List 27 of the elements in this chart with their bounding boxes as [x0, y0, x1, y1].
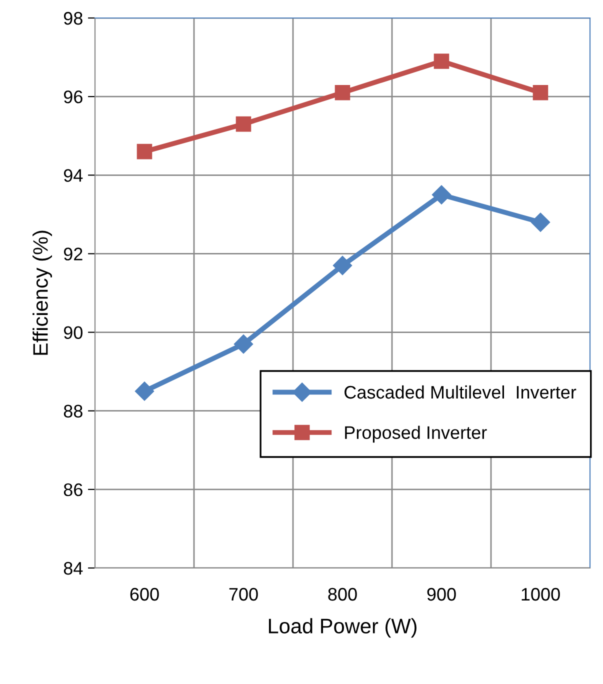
y-tick-label: 96 [64, 90, 82, 104]
y-tick-label: 94 [64, 169, 83, 182]
y-tick-label: 88 [64, 404, 82, 418]
y-axis-title: Efficiency (%) [32, 230, 52, 355]
x-tick-label: 800 [328, 588, 357, 601]
x-tick-label: 900 [427, 588, 456, 601]
x-tick-label: 600 [130, 588, 159, 601]
y-tick-label: 86 [64, 483, 82, 496]
point [236, 116, 252, 132]
point [434, 54, 450, 69]
y-tick-label: 84 [64, 562, 83, 575]
point [134, 382, 154, 401]
point [234, 334, 254, 354]
legend-label: Cascaded Multilevel Inverter [344, 385, 576, 399]
y-tick-label: 92 [64, 248, 82, 260]
point [532, 85, 548, 100]
point [332, 256, 352, 276]
x-axis-title: Load Power (W) [268, 618, 416, 638]
legend-label: Proposed Inverter [345, 426, 487, 443]
point [530, 212, 550, 232]
point [432, 185, 452, 204]
x-tick-label: 1000 [522, 588, 560, 601]
y-tick-label: 90 [64, 326, 82, 340]
point [136, 144, 152, 160]
point [334, 85, 350, 100]
y-tick-label: 98 [64, 12, 82, 25]
x-tick-label: 700 [229, 588, 258, 601]
